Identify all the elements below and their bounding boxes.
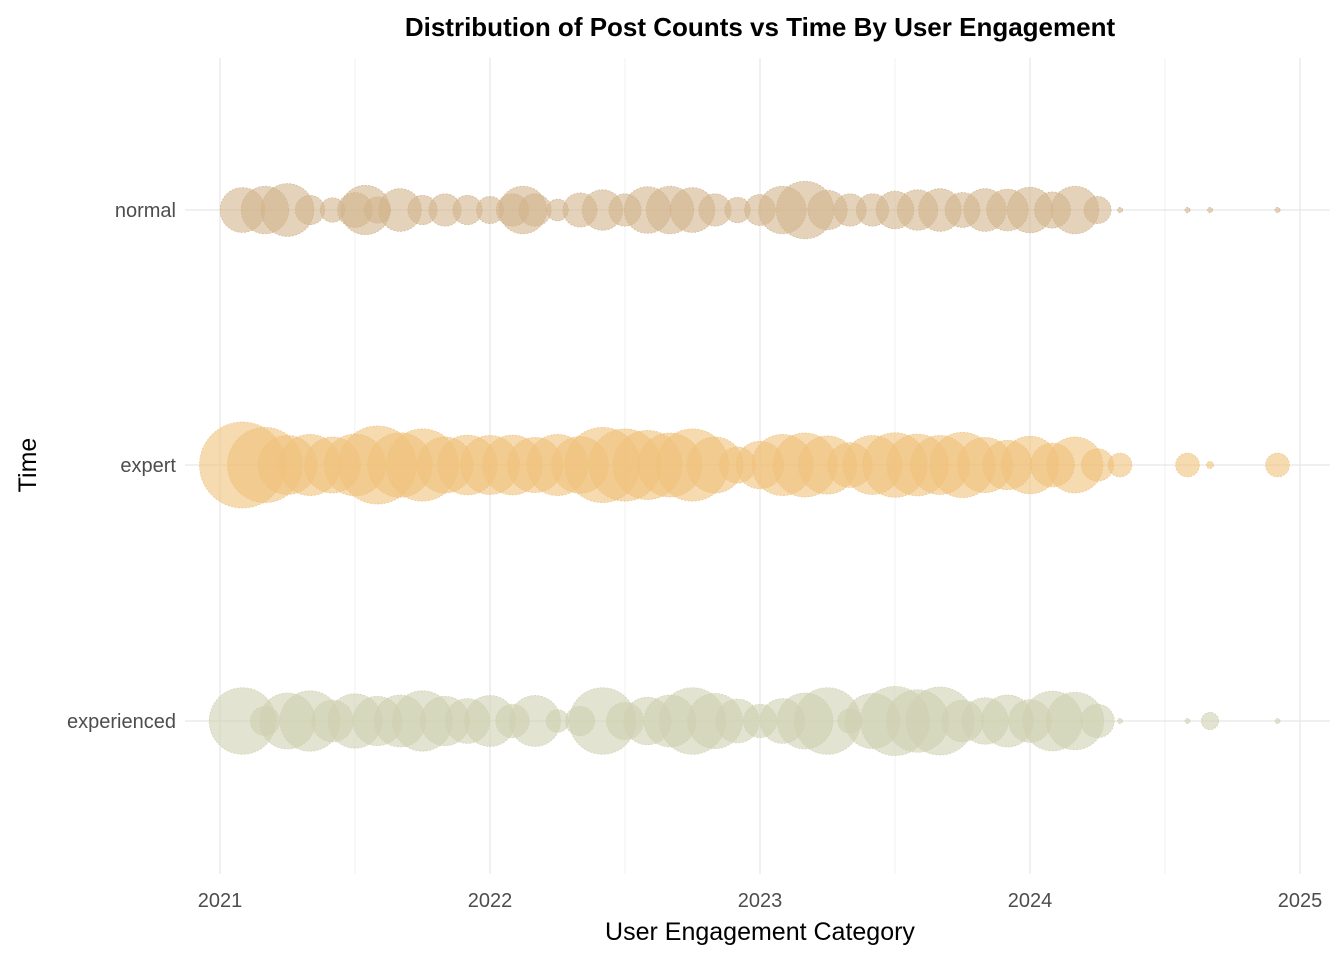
x-tick-label: 2023: [738, 890, 783, 912]
x-tick-labels: 2021 2022 2023 2024 2025: [198, 890, 1323, 912]
bubble-point: [1117, 207, 1123, 213]
bubble-point: [1175, 452, 1200, 478]
bubble-point: [1080, 703, 1115, 739]
bubble-point: [1200, 711, 1220, 731]
bubble-point: [1207, 207, 1213, 213]
x-tick-label: 2025: [1278, 890, 1323, 912]
x-tick-label: 2024: [1008, 890, 1053, 912]
series-expert: [199, 421, 1290, 509]
bubble-point: [1274, 718, 1281, 724]
bubble-point: [1107, 452, 1133, 478]
x-tick-label: 2022: [468, 890, 513, 912]
bubble-point: [1206, 461, 1214, 469]
y-axis-title: Time: [14, 438, 42, 493]
bubble-point: [1184, 207, 1191, 213]
bubble-point: [1274, 207, 1281, 213]
bubble-point: [518, 193, 552, 227]
series-experienced: [208, 686, 1281, 756]
y-tick-labels: normal expert experienced: [67, 200, 176, 733]
y-tick-label: expert: [120, 455, 176, 477]
bubbles: [199, 180, 1290, 756]
bubble-point: [1083, 196, 1112, 224]
y-tick-label: normal: [115, 200, 176, 222]
x-tick-label: 2021: [198, 890, 243, 912]
bubble-point: [1184, 718, 1191, 724]
bubble-point: [1117, 718, 1123, 724]
series-normal: [219, 180, 1281, 240]
y-tick-label: experienced: [67, 711, 176, 733]
x-axis-title: User Engagement Category: [605, 918, 915, 946]
bubble-point: [1265, 452, 1290, 478]
chart-title: Distribution of Post Counts vs Time By U…: [405, 12, 1116, 42]
